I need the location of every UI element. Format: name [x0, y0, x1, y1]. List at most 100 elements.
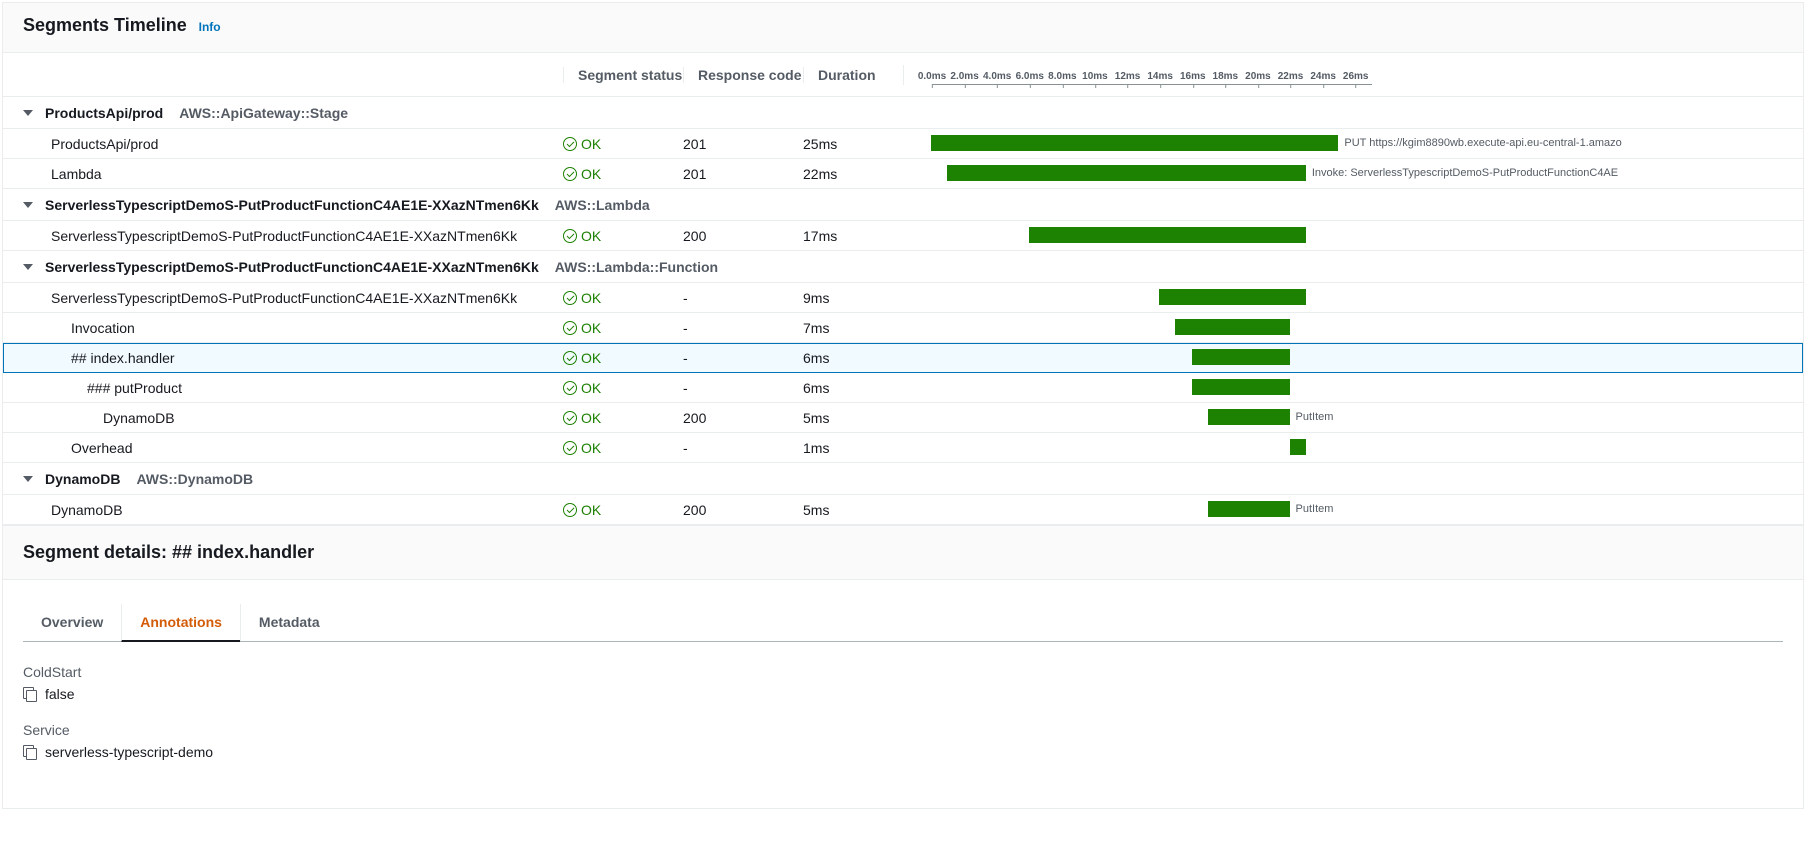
time-ruler: 0.0ms2.0ms4.0ms6.0ms8.0ms10ms12ms14ms16m… — [918, 65, 1803, 85]
segment-status: OK — [563, 320, 683, 336]
timeline-bar — [931, 135, 1338, 151]
caret-down-icon — [23, 202, 33, 208]
group-name: ProductsApi/prod — [45, 105, 163, 121]
ok-icon — [563, 351, 577, 365]
bar-cell: Invoke: ServerlessTypescriptDemoS-PutPro… — [903, 159, 1803, 188]
group-header[interactable]: ProductsApi/prod AWS::ApiGateway::Stage — [3, 97, 1803, 129]
caret-down-icon — [23, 476, 33, 482]
segment-row[interactable]: OverheadOK-1ms — [3, 433, 1803, 463]
info-link[interactable]: Info — [199, 20, 221, 34]
bar-cell — [903, 221, 1803, 250]
response-code: 201 — [683, 166, 803, 182]
segment-row[interactable]: ### putProduct OK-6ms — [3, 373, 1803, 403]
segment-name: ServerlessTypescriptDemoS-PutProductFunc… — [23, 228, 517, 244]
bar-cell — [903, 343, 1803, 372]
ruler-tick: 8.0ms — [1048, 73, 1076, 84]
segment-status: OK — [563, 136, 683, 152]
response-code: - — [683, 440, 803, 456]
annotation-item: ColdStartfalse — [23, 664, 1783, 702]
segment-name: ### putProduct — [23, 380, 182, 396]
duration: 5ms — [803, 502, 903, 518]
duration: 22ms — [803, 166, 903, 182]
segment-status: OK — [563, 166, 683, 182]
segment-row[interactable]: DynamoDBOK2005msPutItem — [3, 495, 1803, 525]
ruler-tick: 10ms — [1082, 73, 1108, 84]
annotation-value: serverless-typescript-demo — [45, 744, 213, 760]
ruler-tick: 26ms — [1343, 73, 1369, 84]
duration: 1ms — [803, 440, 903, 456]
tab-annotations[interactable]: Annotations — [121, 604, 240, 642]
copy-icon[interactable] — [23, 745, 37, 759]
timeline-bar — [1192, 379, 1290, 395]
segment-status: OK — [563, 380, 683, 396]
ruler-tick: 24ms — [1310, 73, 1336, 84]
segment-row[interactable]: ProductsApi/prod OK20125ms PUT https://kgi… — [3, 129, 1803, 159]
segment-name: ProductsApi/prod — [23, 136, 158, 152]
ruler-tick: 22ms — [1278, 73, 1304, 84]
segment-name: DynamoDB — [23, 410, 175, 426]
segment-name: DynamoDB — [23, 502, 123, 518]
bar-cell — [903, 283, 1803, 312]
ruler-tick: 4.0ms — [983, 73, 1011, 84]
segment-row[interactable]: ServerlessTypescriptDemoS-PutProductFunc… — [3, 283, 1803, 313]
ok-icon — [563, 229, 577, 243]
segment-row[interactable]: ## index.handlerOK-6ms — [3, 343, 1803, 373]
bar-label: PutItem — [1290, 501, 1334, 517]
ok-icon — [563, 167, 577, 181]
group-type: AWS::ApiGateway::Stage — [171, 105, 348, 121]
group-type: AWS::DynamoDB — [128, 471, 253, 487]
segments-timeline-panel: Segments Timeline Info Segment status Re… — [2, 2, 1804, 809]
col-code-header[interactable]: Response code — [683, 67, 803, 83]
response-code: - — [683, 290, 803, 306]
panel-header: Segments Timeline Info — [3, 3, 1803, 53]
timeline-bar — [1029, 227, 1306, 243]
bar-label: PutItem — [1290, 409, 1334, 425]
timeline-bar — [1192, 349, 1290, 365]
group-header[interactable]: ServerlessTypescriptDemoS-PutProductFunc… — [3, 189, 1803, 221]
group-name: ServerlessTypescriptDemoS-PutProductFunc… — [45, 197, 539, 213]
panel-title: Segments Timeline — [23, 15, 187, 36]
segment-row[interactable]: DynamoDBOK2005msPutItem — [3, 403, 1803, 433]
caret-down-icon — [23, 110, 33, 116]
ok-icon — [563, 503, 577, 517]
segment-name: Invocation — [23, 320, 135, 336]
bar-label: PUT https://kgim8890wb.execute-api.eu-ce… — [1338, 135, 1621, 151]
segment-status: OK — [563, 350, 683, 366]
rows-container: ProductsApi/prodAWS::ApiGateway::StagePr… — [3, 97, 1803, 525]
ok-icon — [563, 291, 577, 305]
response-code: - — [683, 350, 803, 366]
duration: 6ms — [803, 380, 903, 396]
segment-details-header: Segment details: ## index.handler — [3, 525, 1803, 580]
group-header[interactable]: ServerlessTypescriptDemoS-PutProductFunc… — [3, 251, 1803, 283]
response-code: 200 — [683, 410, 803, 426]
copy-icon[interactable] — [23, 687, 37, 701]
details-tabs: Overview Annotations Metadata — [23, 604, 1783, 642]
segment-row[interactable]: InvocationOK-7ms — [3, 313, 1803, 343]
timeline-bar — [1208, 409, 1289, 425]
group-name: DynamoDB — [45, 471, 120, 487]
bar-cell — [903, 313, 1803, 342]
annotation-key: ColdStart — [23, 664, 1783, 680]
group-header[interactable]: DynamoDB AWS::DynamoDB — [3, 463, 1803, 495]
col-status-header[interactable]: Segment status — [563, 67, 683, 83]
bar-cell — [903, 373, 1803, 402]
segment-row[interactable]: LambdaOK20122msInvoke: ServerlessTypescr… — [3, 159, 1803, 189]
ruler-tick: 16ms — [1180, 73, 1206, 84]
timeline-bar — [1159, 289, 1306, 305]
bar-cell: PutItem — [903, 403, 1803, 432]
duration: 5ms — [803, 410, 903, 426]
response-code: - — [683, 380, 803, 396]
duration: 25ms — [803, 136, 903, 152]
ruler-tick: 0.0ms — [918, 73, 946, 84]
segment-name: Overhead — [23, 440, 132, 456]
bar-cell: PUT https://kgim8890wb.execute-api.eu-ce… — [903, 129, 1803, 158]
col-duration-header[interactable]: Duration — [803, 67, 903, 83]
tab-overview[interactable]: Overview — [23, 604, 121, 641]
response-code: 201 — [683, 136, 803, 152]
columns-header: Segment status Response code Duration 0.… — [3, 53, 1803, 97]
tab-metadata[interactable]: Metadata — [240, 604, 338, 641]
response-code: - — [683, 320, 803, 336]
segment-row[interactable]: ServerlessTypescriptDemoS-PutProductFunc… — [3, 221, 1803, 251]
ruler-tick: 18ms — [1213, 73, 1239, 84]
duration: 6ms — [803, 350, 903, 366]
